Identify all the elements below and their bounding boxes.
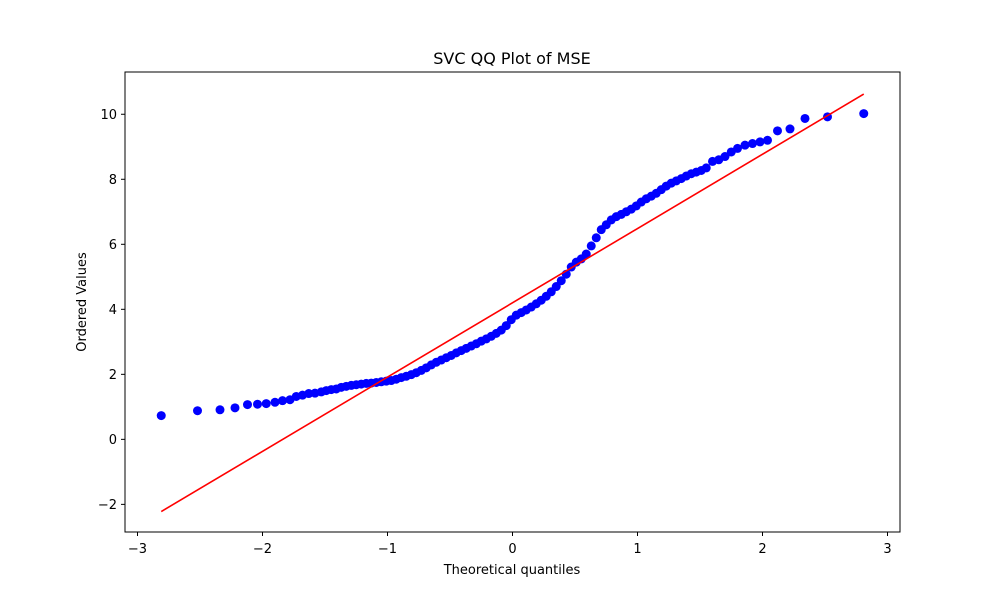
- y-tick-label: 2: [109, 368, 117, 383]
- data-point: [800, 113, 810, 123]
- chart-title: SVC QQ Plot of MSE: [433, 49, 590, 68]
- y-tick-label: −2: [98, 498, 117, 513]
- data-point: [270, 397, 280, 407]
- x-tick-label: −2: [253, 542, 272, 557]
- data-point: [763, 135, 772, 145]
- data-point: [755, 137, 765, 147]
- data-point: [215, 405, 225, 415]
- x-tick-label: −1: [378, 542, 397, 557]
- data-point: [586, 241, 596, 251]
- x-axis-label: Theoretical quantiles: [443, 563, 581, 578]
- y-tick-label: 10: [100, 108, 117, 123]
- x-tick-label: 0: [508, 542, 516, 557]
- data-point: [720, 152, 730, 162]
- data-point: [501, 321, 511, 331]
- y-axis-label: Ordered Values: [75, 252, 90, 352]
- y-tick-label: 0: [109, 433, 117, 448]
- x-tick-label: −3: [128, 542, 147, 557]
- data-point: [253, 399, 262, 409]
- data-point: [733, 143, 742, 153]
- data-point: [748, 139, 757, 149]
- data-point: [740, 140, 750, 150]
- data-point: [556, 276, 566, 286]
- x-tick-label: 1: [633, 542, 641, 557]
- reference-line: [160, 93, 865, 513]
- data-point: [581, 249, 591, 259]
- x-tick-label: 3: [883, 542, 891, 557]
- data-point: [261, 399, 271, 409]
- data-points: [156, 109, 869, 421]
- data-point: [785, 124, 795, 134]
- y-tick-label: 8: [109, 173, 117, 188]
- data-point: [156, 411, 166, 421]
- reference-line-group: [160, 93, 865, 513]
- data-point: [278, 396, 287, 406]
- data-point: [230, 403, 240, 413]
- y-tick-label: 6: [109, 238, 117, 253]
- x-tick-label: 2: [758, 542, 766, 557]
- y-tick-label: 4: [109, 303, 117, 318]
- data-point: [701, 163, 711, 173]
- data-point: [591, 233, 601, 243]
- y-axis-ticks: −2 0 2 4 6 8 10: [98, 108, 125, 513]
- data-point: [773, 126, 782, 136]
- data-point: [859, 109, 869, 119]
- data-point: [193, 406, 202, 416]
- data-point: [551, 282, 561, 292]
- data-point: [243, 400, 252, 410]
- x-axis-ticks: −3 −2 −1 0 1 2 3: [128, 532, 892, 557]
